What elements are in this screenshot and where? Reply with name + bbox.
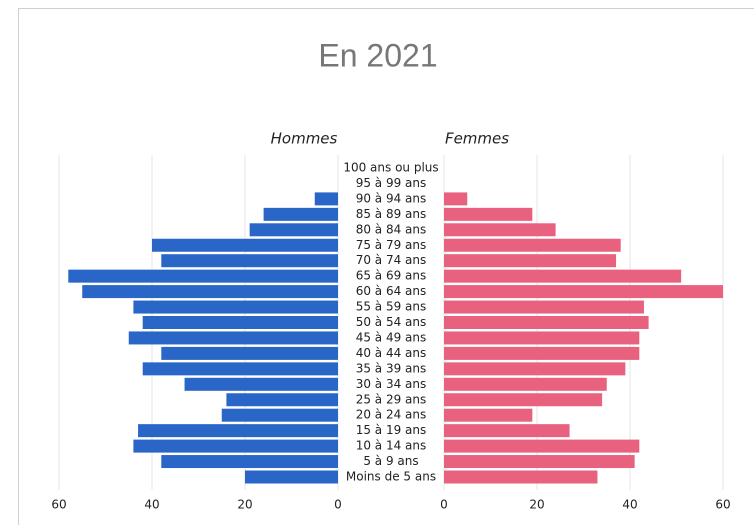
bar [444,285,723,299]
bar [444,223,556,237]
x-tick-label: 20 [529,498,544,512]
category-label: 95 à 99 ans [356,176,427,190]
bar [221,408,338,422]
category-label: 85 à 89 ans [356,207,427,221]
bar [152,238,338,252]
category-label: 65 à 69 ans [356,269,427,283]
category-label: 80 à 84 ans [356,222,427,236]
x-tick-label: 0 [440,498,448,512]
bar [142,316,338,329]
chart-title: En 2021 [318,37,437,73]
bar [82,285,338,299]
x-tick-label: 60 [51,498,66,512]
bar [161,455,338,469]
x-tick-label: 40 [144,498,159,512]
x-tick-label: 60 [715,498,730,512]
category-label: 15 à 19 ans [356,423,427,437]
bar [444,346,640,360]
bar [444,316,649,329]
x-tick-label: 40 [622,498,637,512]
category-label: 35 à 39 ans [356,361,427,375]
bar [444,408,533,422]
x-tick-label: 20 [237,498,252,512]
category-label: 90 à 94 ans [356,191,427,205]
category-label: Moins de 5 ans [346,470,436,484]
frame [18,8,754,525]
bar [138,424,338,438]
bar [444,254,617,268]
bar [444,269,682,283]
bar [226,393,338,407]
bar [133,439,338,453]
bar [444,439,640,453]
bar [444,455,635,469]
bar [444,192,468,206]
category-label: 70 à 74 ans [356,253,427,267]
x-tick-label: 0 [334,498,342,512]
category-label: 55 à 59 ans [356,300,427,314]
category-label: 40 à 44 ans [356,346,427,360]
legend-label: Femmes [445,130,509,148]
bar [444,470,598,484]
bar [68,269,339,283]
bar [444,300,644,314]
bar [249,223,338,237]
category-label: 5 à 9 ans [363,454,418,468]
category-label: 100 ans ou plus [343,161,438,175]
bar [184,377,338,391]
bar [161,346,338,360]
bar [245,470,338,484]
bar [444,362,626,376]
category-label: 60 à 64 ans [356,284,427,298]
legend-label: Hommes [271,130,338,148]
category-label: 30 à 34 ans [356,377,427,391]
bar [444,331,640,345]
category-label: 75 à 79 ans [356,238,427,252]
bar [444,424,570,438]
category-label: 20 à 24 ans [356,408,427,422]
bar [444,377,607,391]
bar [314,192,338,206]
category-label: 50 à 54 ans [356,315,427,329]
bar [128,331,338,345]
bar [263,207,338,221]
category-label: 45 à 49 ans [356,330,427,344]
bar [444,207,533,221]
bar [444,238,621,252]
category-label: 10 à 14 ans [356,439,427,453]
bar [161,254,338,268]
bar [444,393,603,407]
category-label: 25 à 29 ans [356,392,427,406]
bar [133,300,338,314]
bar [142,362,338,376]
